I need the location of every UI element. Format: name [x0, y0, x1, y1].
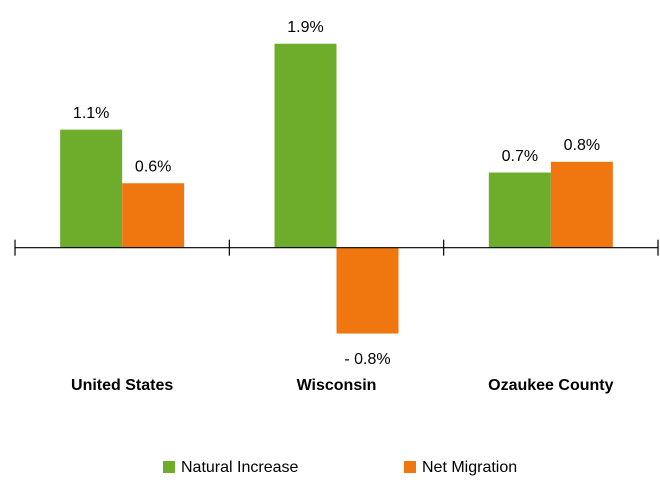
data-label: 0.6% [135, 158, 171, 175]
x-tick-label: Wisconsin [297, 377, 377, 394]
legend-swatch [404, 461, 416, 473]
bar [122, 183, 185, 248]
bar [550, 161, 613, 248]
data-label: 1.9% [287, 19, 323, 36]
data-label: - 0.8% [344, 351, 390, 368]
x-tick-label: United States [71, 377, 173, 394]
bar [336, 247, 399, 334]
bar [60, 129, 123, 248]
data-label: 0.7% [502, 148, 538, 165]
legend-swatch [163, 461, 175, 473]
legend-label: Natural Increase [181, 459, 298, 476]
bar [488, 172, 551, 248]
bar [274, 43, 337, 248]
x-tick-label: Ozaukee County [488, 377, 613, 394]
legend-label: Net Migration [422, 459, 517, 476]
data-label: 1.1% [73, 105, 109, 122]
data-label: 0.8% [564, 137, 600, 154]
